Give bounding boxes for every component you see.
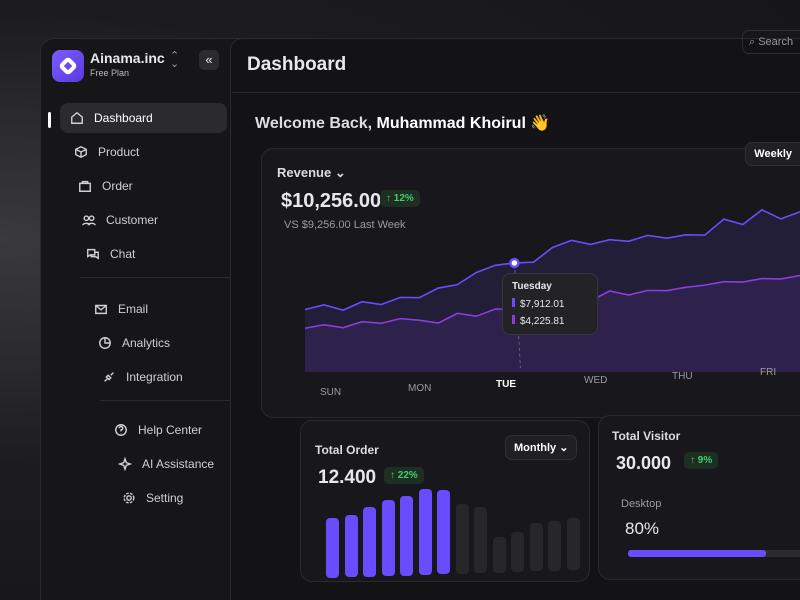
sparkle-icon: [118, 457, 132, 471]
order-bar: [363, 506, 376, 577]
collapse-sidebar-button[interactable]: «: [199, 50, 219, 70]
revenue-compare: VS $9,256.00 Last Week: [284, 219, 406, 231]
x-tick-label: SUN: [320, 387, 342, 398]
sidebar-item-label: Order: [102, 179, 133, 193]
help-icon: [115, 424, 127, 436]
order-bar: [548, 520, 561, 571]
brand-name: Ainama.inc: [90, 50, 165, 66]
period-dropdown[interactable]: Weekly: [745, 142, 800, 166]
tooltip-value-1: $7,912.01: [520, 299, 565, 310]
order-bar: [437, 490, 450, 575]
order-bar: [418, 489, 432, 575]
device-label: Desktop: [621, 498, 662, 510]
search-input[interactable]: ⌕ Search: [742, 30, 800, 54]
series-line-0: [304, 208, 800, 312]
divider: [100, 400, 270, 401]
active-indicator: [48, 112, 51, 128]
total-visitor-label: Total Visitor: [612, 429, 681, 443]
sidebar-item-email[interactable]: Email: [84, 294, 244, 324]
total-order-value: 12.400: [318, 467, 377, 488]
sidebar-item-setting[interactable]: Setting: [112, 483, 264, 513]
mail-icon: [95, 304, 107, 315]
sidebar-item-analytics[interactable]: Analytics: [88, 328, 244, 358]
order-bar: [529, 523, 543, 572]
revenue-value: $10,256.00: [281, 190, 382, 212]
device-progress: [628, 550, 800, 557]
chart-tooltip: Tuesday $7,912.01 $4,225.81: [502, 273, 598, 335]
sidebar-item-help-center[interactable]: Help Center: [104, 415, 264, 445]
sidebar-item-label: Dashboard: [94, 111, 153, 125]
revenue-change-badge: ↑ 12%: [380, 190, 420, 207]
pie-icon: [99, 337, 111, 349]
order-bar: [400, 495, 413, 576]
hover-point-0: [509, 257, 520, 269]
order-bar: [566, 518, 580, 571]
workspace-switcher[interactable]: Ainama.inc Free Plan: [90, 50, 165, 78]
visitor-change-badge: ↑ 9%: [684, 452, 719, 469]
chat-icon: [87, 248, 99, 260]
welcome-message: Welcome Back, Muhammad Khoirul 👋: [255, 115, 551, 132]
sidebar-item-label: Help Center: [138, 423, 203, 437]
device-percent: 80%: [625, 519, 660, 538]
brand-plan: Free Plan: [90, 68, 130, 78]
gear-icon: [123, 492, 135, 504]
search-placeholder: Search: [758, 36, 794, 48]
page-title: Dashboard: [247, 54, 347, 75]
order-bar: [511, 532, 524, 572]
box-icon: [75, 145, 87, 159]
sidebar-item-label: AI Assistance: [142, 457, 215, 471]
sidebar-item-chat[interactable]: Chat: [76, 239, 227, 269]
sidebar-item-label: Chat: [110, 247, 136, 261]
order-change-badge: ↑ 22%: [384, 467, 424, 484]
sidebar-item-label: Product: [98, 145, 140, 159]
sidebar-item-label: Analytics: [122, 336, 171, 350]
brand-logo: [52, 50, 84, 82]
sidebar-item-ai-assistance[interactable]: AI Assistance: [108, 449, 264, 479]
sidebar-item-label: Integration: [126, 370, 183, 384]
home-icon: [71, 111, 83, 124]
sidebar-item-label: Setting: [146, 491, 184, 505]
order-bar: [474, 507, 487, 574]
users-icon: [82, 215, 96, 226]
x-tick-label: FRI: [760, 367, 777, 378]
bag-icon: [79, 180, 91, 192]
order-period-dropdown[interactable]: Monthly ⌄: [505, 435, 578, 460]
sidebar-item-label: Customer: [106, 213, 159, 227]
order-bar: [455, 503, 469, 574]
sidebar-item-customer[interactable]: Customer: [72, 205, 227, 235]
x-tick-label: THU: [672, 371, 693, 382]
tooltip-value-2: $4,225.81: [520, 316, 565, 327]
order-bar: [344, 515, 358, 578]
total-visitor-value: 30.000: [616, 453, 672, 473]
sidebar-item-integration[interactable]: Integration: [92, 362, 244, 392]
plug-icon: [104, 372, 114, 382]
tooltip-day: Tuesday: [512, 281, 552, 292]
x-tick-label: MON: [408, 383, 432, 394]
revenue-metric-dropdown[interactable]: Revenue ⌄: [277, 165, 346, 180]
x-tick-label: WED: [584, 375, 608, 386]
order-bar: [381, 500, 395, 577]
divider: [232, 92, 800, 93]
divider: [80, 277, 250, 278]
sidebar-item-label: Email: [118, 302, 149, 316]
chevron-updown-icon[interactable]: ⌃ ⌄: [170, 50, 180, 70]
sidebar-item-dashboard[interactable]: Dashboard: [60, 103, 227, 133]
order-bar: [492, 536, 506, 573]
total-order-label: Total Order: [315, 443, 379, 457]
sidebar-item-order[interactable]: Order: [68, 171, 227, 201]
order-bar: [326, 518, 339, 578]
sidebar-item-product[interactable]: Product: [64, 137, 227, 167]
x-tick-label: TUE: [496, 379, 516, 390]
